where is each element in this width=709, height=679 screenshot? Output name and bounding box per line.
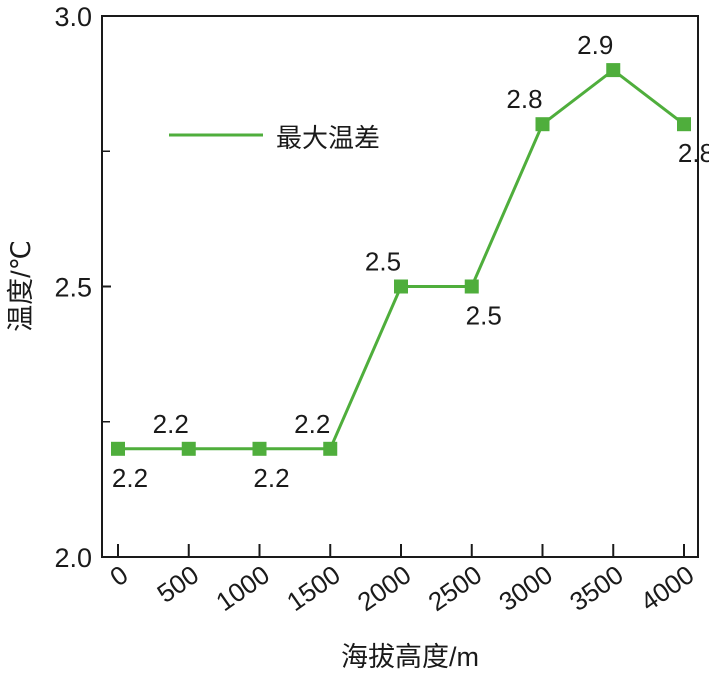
data-label: 2.5 — [365, 247, 401, 277]
legend-label: 最大温差 — [276, 123, 380, 153]
data-point — [535, 117, 550, 132]
data-label: 2.2 — [253, 463, 289, 493]
data-point — [464, 279, 479, 294]
y-tick-label: 2.0 — [54, 543, 92, 573]
x-axis-label: 海拔高度/m — [341, 642, 479, 672]
data-point — [252, 441, 267, 456]
data-label: 2.2 — [294, 409, 330, 439]
x-tick-label: 4000 — [635, 559, 700, 617]
y-axis-label: 温度/℃ — [6, 240, 36, 332]
data-point — [606, 63, 621, 78]
data-label: 2.8 — [678, 138, 709, 168]
data-point — [111, 441, 125, 456]
legend: 最大温差 — [169, 123, 380, 153]
data-point — [394, 279, 408, 294]
data-label: 2.2 — [112, 463, 148, 493]
x-tick-label: 2500 — [423, 559, 488, 617]
x-tick-label: 0 — [104, 559, 133, 592]
data-label: 2.8 — [506, 84, 542, 114]
x-tick-label: 2000 — [352, 559, 417, 617]
y-tick-label: 2.5 — [54, 273, 92, 303]
x-tick-label: 3500 — [564, 559, 629, 617]
x-tick-label: 1500 — [281, 559, 346, 617]
y-tick-label: 3.0 — [54, 2, 92, 32]
data-label: 2.2 — [153, 409, 189, 439]
data-point — [323, 441, 338, 456]
data-point — [677, 117, 691, 132]
x-tick-label: 3000 — [493, 559, 558, 617]
data-label: 2.5 — [466, 301, 502, 331]
x-tick-label: 1000 — [210, 559, 275, 617]
data-point — [181, 441, 196, 456]
x-tick-label: 500 — [151, 559, 204, 608]
data-label: 2.9 — [577, 30, 613, 60]
